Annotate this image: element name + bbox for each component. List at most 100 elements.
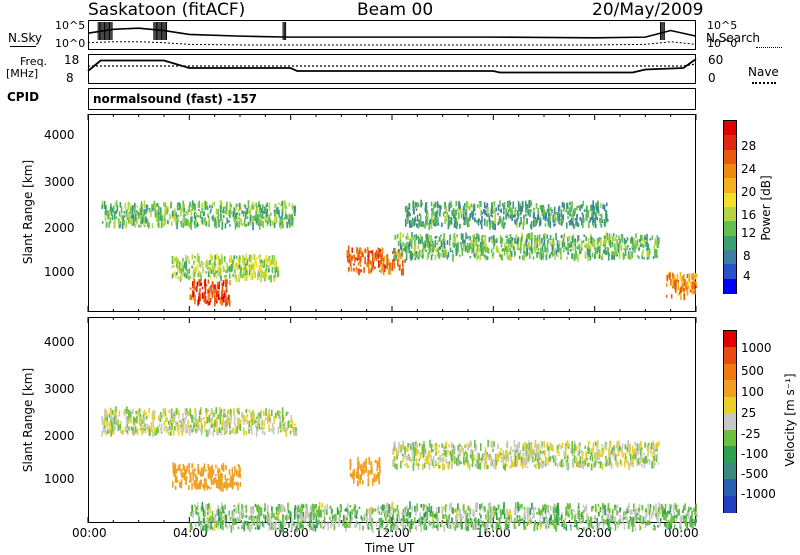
power-cell	[456, 252, 458, 254]
velocity-cell	[414, 455, 416, 462]
power-cell	[282, 207, 284, 212]
power-cell	[258, 214, 260, 221]
power-cell	[209, 212, 211, 214]
power-cell	[272, 267, 274, 273]
velocity-cell	[503, 502, 505, 509]
velocity-cell	[436, 507, 438, 510]
velocity-cell	[647, 520, 649, 526]
power-cell	[381, 267, 383, 274]
power-cell	[356, 267, 358, 271]
power-cell	[291, 215, 293, 220]
power-cell	[437, 243, 439, 245]
power-cell	[194, 295, 196, 302]
velocity-cell	[217, 414, 219, 419]
velocity-cell	[191, 483, 193, 490]
power-cell	[225, 260, 227, 263]
power-cell	[463, 246, 465, 251]
power-cell	[266, 274, 268, 277]
power-cell	[674, 281, 676, 284]
power-cell	[202, 208, 204, 213]
velocity-cell	[422, 464, 424, 470]
power-cell	[279, 216, 281, 218]
velocity-cell	[238, 411, 240, 415]
power-cell	[693, 291, 695, 293]
power-cell	[458, 212, 460, 219]
power-cell	[196, 286, 198, 292]
velocity-cell	[149, 428, 151, 436]
power-cell	[348, 245, 350, 253]
power-cell	[111, 211, 113, 215]
power-cell	[181, 222, 183, 227]
power-cell	[167, 220, 169, 224]
power-cell	[220, 267, 222, 274]
velocity-cell	[525, 526, 527, 530]
power-cell	[640, 244, 642, 247]
velocity-cell	[400, 461, 402, 468]
power-cell	[610, 240, 612, 246]
power-cell	[228, 220, 230, 223]
power-cell	[223, 215, 225, 218]
power-cell	[414, 237, 416, 240]
velocity-cell	[574, 444, 576, 451]
power-cell	[353, 268, 355, 272]
power-cell	[233, 255, 235, 259]
velocity-cell	[404, 464, 406, 466]
power-cell	[569, 245, 571, 247]
velocity-cell	[470, 454, 472, 458]
power-cell	[562, 242, 564, 248]
power-cell	[551, 252, 553, 255]
power-cell	[542, 245, 544, 253]
velocity-cell	[591, 454, 593, 457]
power-cell	[673, 275, 675, 279]
power-cell	[242, 256, 244, 263]
velocity-cell	[220, 484, 222, 492]
velocity-cell	[224, 505, 226, 510]
power-cell	[436, 211, 438, 215]
power-cell	[354, 257, 356, 262]
power-cell	[188, 275, 190, 280]
power-cell	[402, 242, 404, 246]
power-cell	[453, 235, 455, 242]
power-cell	[565, 246, 567, 249]
power-cell	[462, 234, 464, 238]
power-cell	[465, 212, 467, 215]
power-cell	[420, 215, 422, 220]
velocity-cell	[585, 520, 587, 524]
power-cell	[526, 234, 528, 236]
velocity-cell	[192, 464, 194, 468]
power-cell	[226, 202, 228, 209]
power-cell	[635, 245, 637, 249]
velocity-cell	[470, 442, 472, 447]
power-cell	[182, 224, 184, 228]
velocity-cell	[425, 458, 427, 462]
velocity-cell	[261, 508, 263, 515]
power-cell	[370, 251, 372, 253]
power-cell	[595, 217, 597, 223]
power-cell	[677, 274, 679, 280]
power-cell	[680, 276, 682, 282]
power-cell	[227, 300, 229, 304]
power-cell	[501, 245, 503, 248]
velocity-cell	[193, 470, 195, 477]
power-cell	[195, 267, 197, 274]
velocity-cell	[244, 416, 246, 419]
power-cell	[450, 247, 452, 252]
power-cell	[677, 281, 679, 285]
velocity-cell	[126, 430, 128, 433]
velocity-cell	[287, 412, 289, 414]
power-cell	[278, 210, 280, 217]
power-cell	[478, 218, 480, 221]
power-cell	[614, 248, 616, 251]
power-cell	[291, 205, 293, 208]
power-cell	[242, 275, 244, 278]
power-cell	[575, 256, 577, 259]
power-cell	[185, 214, 187, 216]
power-cell	[139, 208, 141, 215]
velocity-cell	[246, 419, 248, 424]
power-cell	[252, 269, 254, 275]
power-cell	[235, 223, 237, 230]
power-cell	[412, 200, 414, 208]
power-cell	[229, 266, 231, 271]
velocity-cell	[126, 416, 128, 424]
power-cell	[582, 212, 584, 215]
